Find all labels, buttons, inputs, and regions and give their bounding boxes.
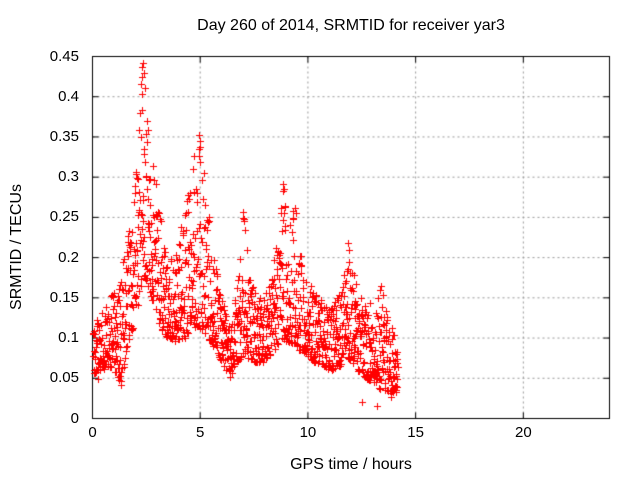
y-tick-label: 0.25	[49, 208, 79, 226]
y-tick-label: 0.05	[49, 369, 79, 387]
y-tick-label: 0.45	[49, 47, 79, 65]
y-tick-label: 0	[70, 409, 79, 427]
x-tick-label: 20	[514, 424, 532, 441]
y-tick-label: 0.3	[58, 168, 79, 186]
x-tick-label: 5	[196, 424, 205, 441]
y-tick-label: 0.35	[49, 127, 79, 145]
x-tick-label: 0	[88, 424, 97, 441]
chart-title: Day 260 of 2014, SRMTID for receiver yar…	[197, 17, 505, 34]
y-tick-label: 0.4	[58, 87, 79, 105]
y-axis-label: SRMTID / TECUs	[8, 184, 25, 310]
x-tick-label: 10	[299, 424, 317, 441]
y-tick-label: 0.15	[49, 288, 79, 306]
y-tick-label: 0.2	[58, 248, 79, 266]
x-axis-label: GPS time / hours	[290, 456, 412, 473]
y-tick-label: 0.1	[58, 329, 79, 347]
x-tick-label: 15	[407, 424, 424, 441]
